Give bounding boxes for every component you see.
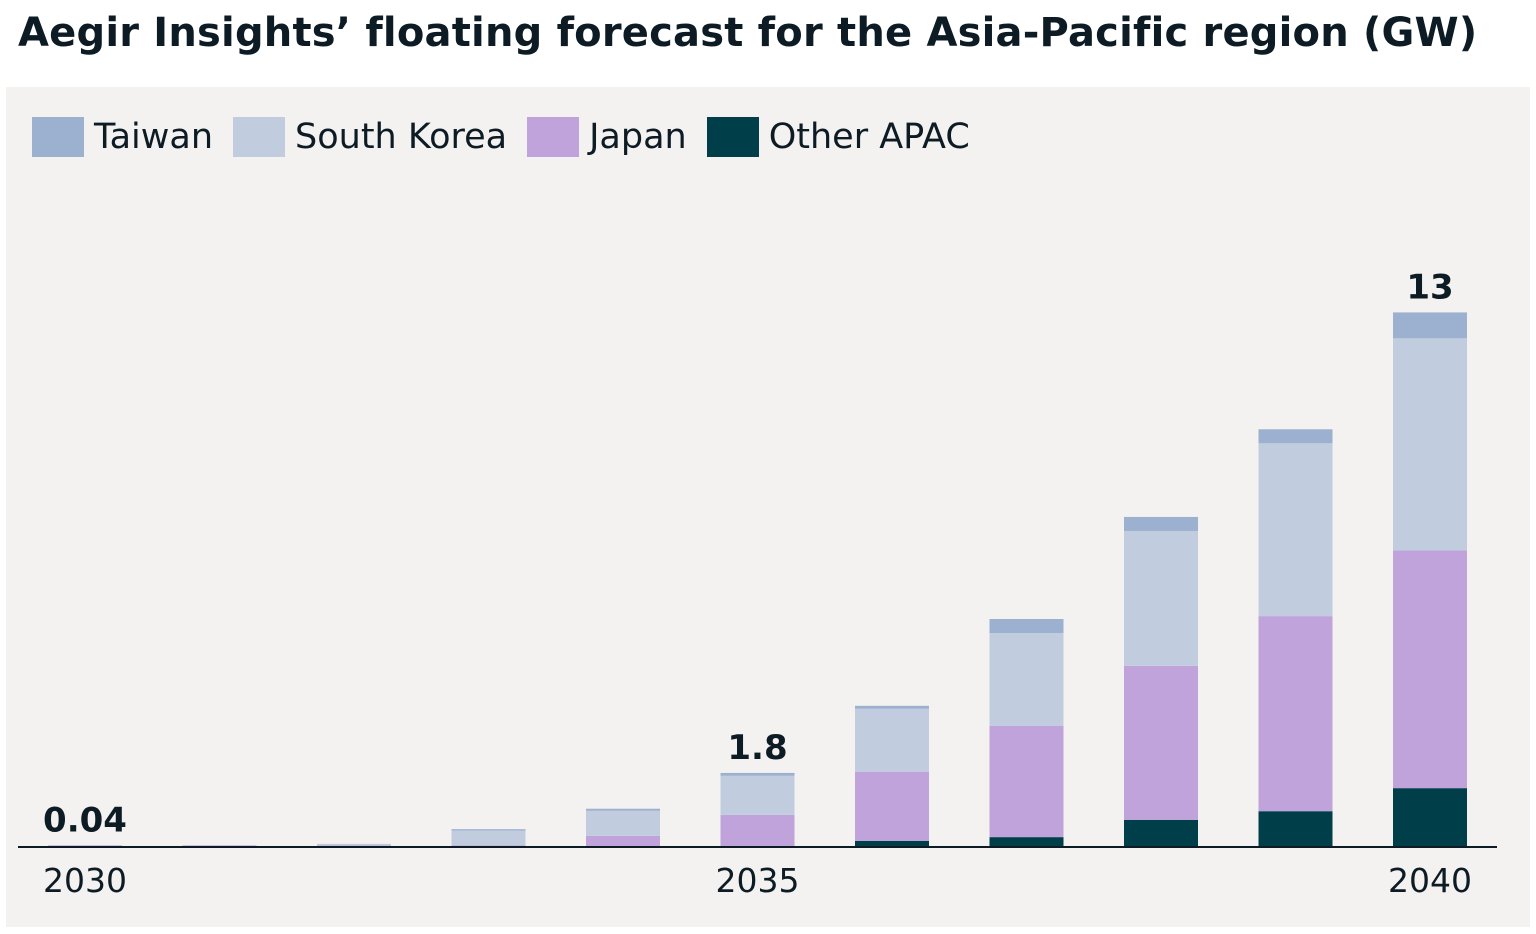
legend-item-other-apac: Other APAC: [706, 117, 970, 157]
legend-item-japan: Japan: [527, 117, 687, 157]
legend-label: Japan: [589, 117, 687, 157]
bar-japan-2036: [855, 771, 929, 841]
legend-item-taiwan: Taiwan: [32, 117, 213, 157]
bar-south-korea-2037: [989, 633, 1064, 727]
bar-other-apac-2037: [989, 837, 1064, 847]
bar-taiwan-2037: [989, 619, 1064, 633]
bar-taiwan-2033: [451, 829, 526, 831]
bar-japan-2040: [1393, 550, 1467, 789]
chart-title: Aegir Insights’ floating forecast for th…: [18, 10, 1478, 56]
bar-taiwan-2034: [586, 808, 660, 811]
bar-south-korea-2036: [855, 708, 929, 772]
bar-taiwan-2040: [1393, 312, 1467, 339]
x-tick-label-2040: 2040: [1388, 861, 1472, 900]
legend-label: Taiwan: [94, 117, 214, 157]
bar-other-apac-2040: [1393, 788, 1467, 847]
x-tick-label-2035: 2035: [716, 861, 800, 900]
x-tick-label-2030: 2030: [43, 861, 127, 900]
legend-swatch: [706, 117, 759, 157]
legend-label: Other APAC: [768, 117, 970, 157]
bar-taiwan-2039: [1258, 429, 1333, 444]
bar-south-korea-2032: [317, 843, 391, 846]
bar-south-korea-2035: [720, 775, 795, 815]
bar-taiwan-2038: [1124, 516, 1198, 531]
bar-japan-2035: [720, 814, 795, 847]
bar-taiwan-2035: [720, 772, 795, 776]
data-label-2040: 13: [1406, 267, 1453, 307]
bar-japan-2034: [586, 835, 660, 847]
bar-japan-2037: [989, 726, 1064, 838]
legend: Taiwan South Korea Japan Other APAC: [32, 117, 990, 157]
bar-japan-2038: [1124, 665, 1198, 820]
bar-south-korea-2040: [1393, 338, 1467, 551]
legend-swatch: [32, 117, 84, 157]
bar-south-korea-2038: [1124, 530, 1198, 666]
bar-taiwan-2036: [855, 705, 929, 709]
bar-other-apac-2036: [855, 840, 929, 847]
bar-south-korea-2039: [1258, 443, 1333, 617]
bar-other-apac-2039: [1258, 811, 1333, 847]
data-label-2030: 0.04: [43, 800, 127, 840]
bar-south-korea-2034: [586, 810, 660, 836]
legend-swatch: [233, 117, 286, 157]
bar-japan-2039: [1258, 616, 1333, 812]
data-label-2035: 1.8: [727, 728, 787, 768]
bar-other-apac-2038: [1124, 819, 1198, 847]
bar-south-korea-2033: [451, 830, 526, 846]
legend-item-south-korea: South Korea: [233, 117, 507, 157]
legend-label: South Korea: [295, 117, 508, 157]
legend-swatch: [527, 117, 580, 157]
